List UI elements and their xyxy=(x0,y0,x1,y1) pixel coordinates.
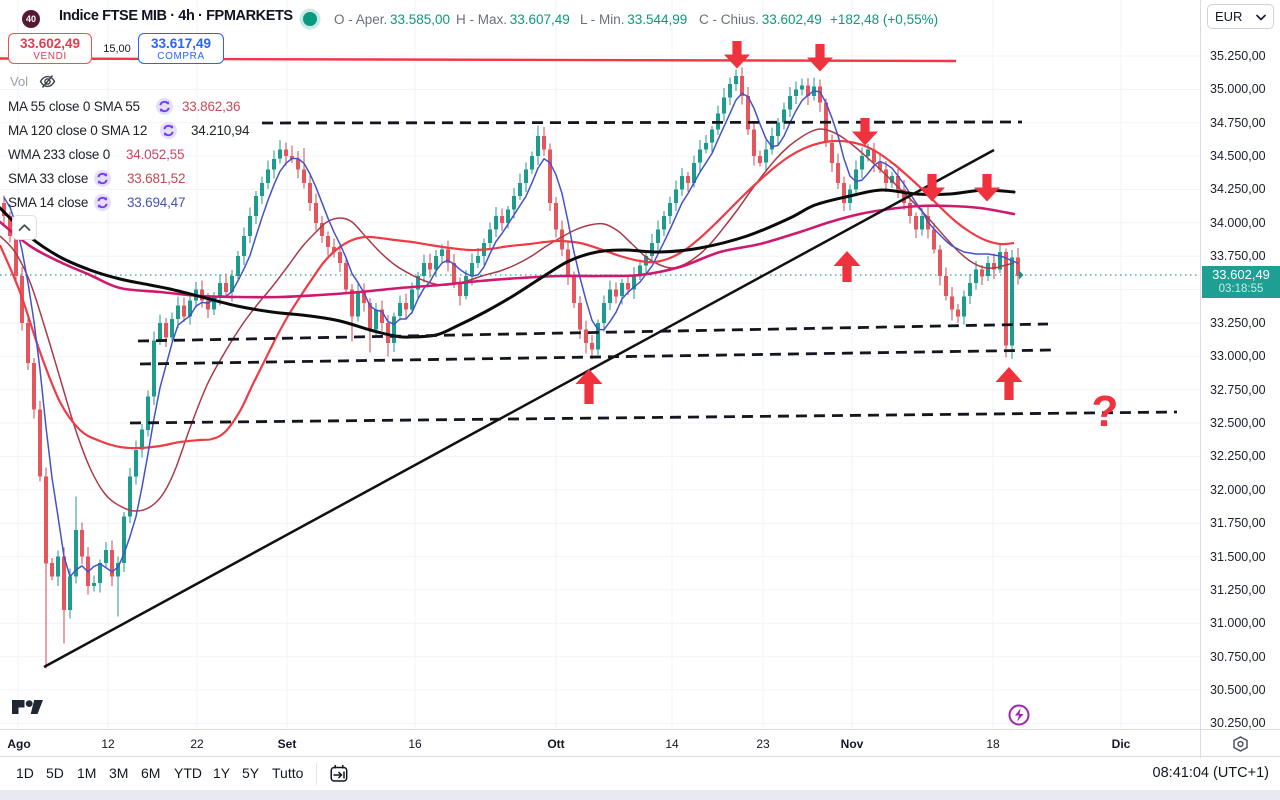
svg-text:?: ? xyxy=(1092,387,1119,436)
